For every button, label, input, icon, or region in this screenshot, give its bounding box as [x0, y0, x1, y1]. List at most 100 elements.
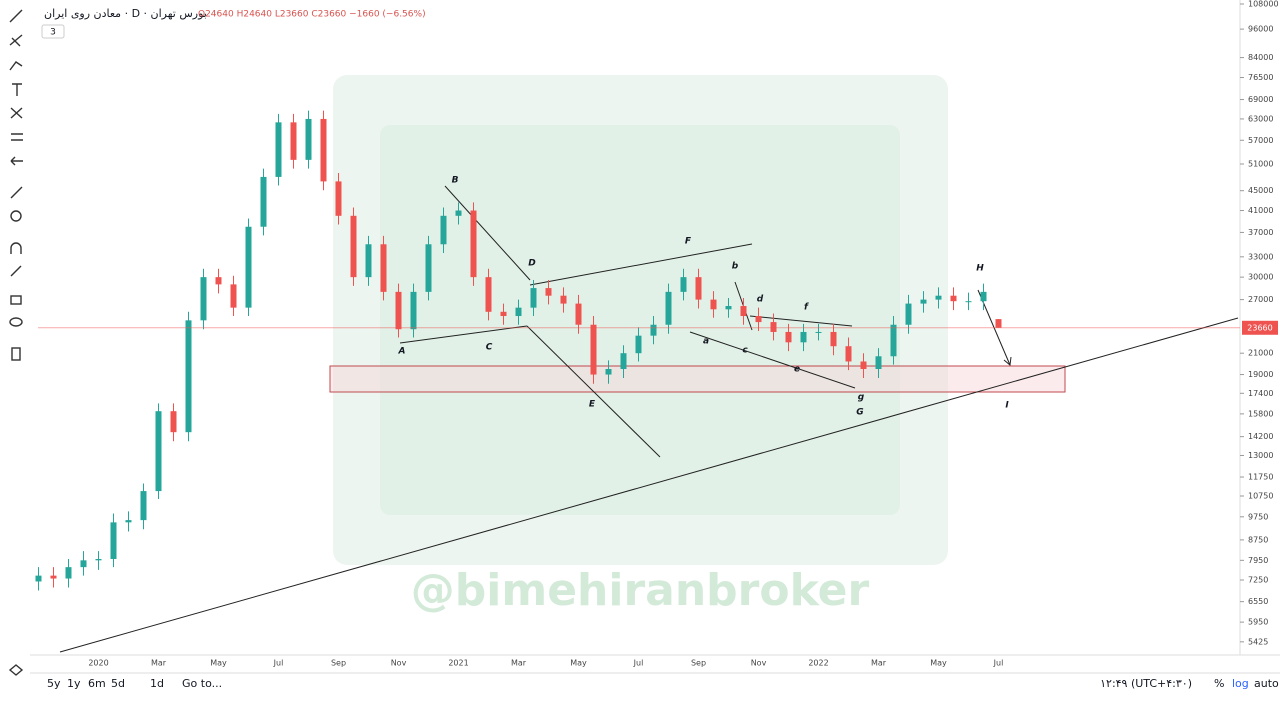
y-tick-label: 69000: [1248, 95, 1273, 104]
candle-body: [530, 288, 537, 308]
wave-label: e: [794, 365, 800, 375]
candle-body: [590, 324, 597, 375]
candle-body: [50, 575, 57, 579]
y-tick-label: 6550: [1248, 597, 1268, 606]
log-toggle[interactable]: log: [1232, 677, 1249, 690]
candle-body: [560, 295, 567, 304]
candle-body: [620, 353, 627, 370]
x-tick-label: Jul: [273, 659, 284, 668]
candle-body: [635, 335, 642, 354]
candle-body: [980, 291, 987, 302]
y-tick-label: 14200: [1248, 432, 1273, 441]
candle-body: [65, 567, 72, 579]
y-tick-label: 108000: [1248, 0, 1279, 9]
candle-body: [170, 411, 177, 433]
range-button[interactable]: 5y: [47, 677, 61, 690]
symbol-title: معادن روی ایران · D · بورس تهران: [44, 7, 207, 20]
x-tick-label: May: [570, 659, 587, 668]
y-tick-label: 37000: [1248, 228, 1273, 237]
candle-body: [245, 226, 252, 308]
y-tick-label: 8750: [1248, 535, 1268, 544]
candle-body: [305, 118, 312, 160]
last-price-label: 23660: [1247, 323, 1272, 332]
candle-body: [920, 299, 927, 304]
range-button[interactable]: 1d: [150, 677, 164, 690]
candle-body: [890, 324, 897, 357]
y-tick-label: 51000: [1248, 159, 1273, 168]
goto-button[interactable]: Go to...: [182, 677, 222, 690]
candle-body: [440, 215, 447, 245]
support-zone: [329, 365, 1066, 393]
x-tick-label: Nov: [391, 659, 407, 668]
wave-label: c: [742, 346, 748, 356]
y-tick-label: 15800: [1248, 409, 1273, 418]
candle-body: [575, 303, 582, 325]
candle-body: [875, 356, 882, 370]
candle-body: [710, 299, 717, 310]
range-button[interactable]: 6m: [88, 677, 106, 690]
y-tick-label: 7250: [1248, 575, 1268, 584]
candle-body: [785, 331, 792, 343]
x-tick-label: 2021: [448, 659, 468, 668]
x-tick-label: Mar: [871, 659, 887, 668]
last-price-tag: [1242, 320, 1278, 335]
y-tick-label: 19000: [1248, 370, 1273, 379]
clock: ۱۲:۴۹ (UTC+۴:۳۰): [1100, 677, 1192, 690]
x-tick-label: Sep: [691, 659, 706, 668]
y-tick-label: 57000: [1248, 136, 1273, 145]
candle-body: [410, 291, 417, 330]
candle-body: [815, 331, 822, 333]
x-tick-label: 2022: [808, 659, 828, 668]
y-tick-label: 27000: [1248, 295, 1273, 304]
y-tick-label: 13000: [1248, 451, 1273, 460]
candle-body: [275, 122, 282, 177]
y-tick-label: 7950: [1248, 556, 1268, 565]
candle-body: [830, 331, 837, 347]
y-tick-label: 21000: [1248, 349, 1273, 358]
candle-body: [485, 277, 492, 312]
watermark-text: @bimehiranbroker: [411, 565, 870, 616]
x-tick-label: May: [210, 659, 227, 668]
range-button[interactable]: 5d: [111, 677, 125, 690]
x-tick-label: Jul: [993, 659, 1004, 668]
candle-body: [185, 320, 192, 433]
range-button[interactable]: 1y: [67, 677, 81, 690]
wave-label: I: [1005, 401, 1009, 411]
candle-body: [995, 319, 1002, 328]
candle-body: [395, 291, 402, 330]
y-tick-label: 10750: [1248, 491, 1273, 500]
badge-text[interactable]: 3: [50, 28, 56, 38]
candle-body: [125, 520, 132, 523]
candle-body: [470, 210, 477, 278]
percent-toggle[interactable]: %: [1214, 677, 1224, 690]
candle-body: [200, 277, 207, 321]
y-tick-label: 63000: [1248, 114, 1273, 123]
candle-body: [500, 311, 507, 317]
candle-body: [110, 522, 117, 559]
badge[interactable]: [41, 24, 65, 39]
candle-body: [335, 181, 342, 216]
candle-body: [605, 369, 612, 375]
candle-body: [425, 244, 432, 292]
trend-lines: [59, 185, 1239, 653]
y-tick-label: 76500: [1248, 73, 1273, 82]
bottom-toolbar: 5y 1y 6m 5d 1d Go to... ۱۲:۴۹ (UTC+۴:۳۰)% log au…: [47, 677, 1279, 690]
wave-label: A: [398, 347, 406, 357]
tool-icons[interactable]: [8, 9, 24, 676]
wave-label: D: [528, 259, 536, 269]
ohlc-readout: O24640 H24640 L23660 C23660 −1660 (−6.56…: [198, 10, 426, 20]
y-tick-label: 33000: [1248, 252, 1273, 261]
wave-label: g: [858, 393, 865, 403]
candle-body: [455, 210, 462, 216]
candle-body: [800, 331, 807, 343]
wave-label: H: [976, 264, 984, 274]
auto-toggle[interactable]: auto: [1254, 677, 1279, 690]
candle-body: [755, 316, 762, 323]
wave-label: b: [732, 262, 739, 272]
y-tick-label: 45000: [1248, 186, 1273, 195]
y-tick-label: 41000: [1248, 206, 1273, 215]
candle-body: [155, 411, 162, 492]
x-tick-label: Mar: [151, 659, 167, 668]
wave-label: B: [452, 176, 459, 186]
